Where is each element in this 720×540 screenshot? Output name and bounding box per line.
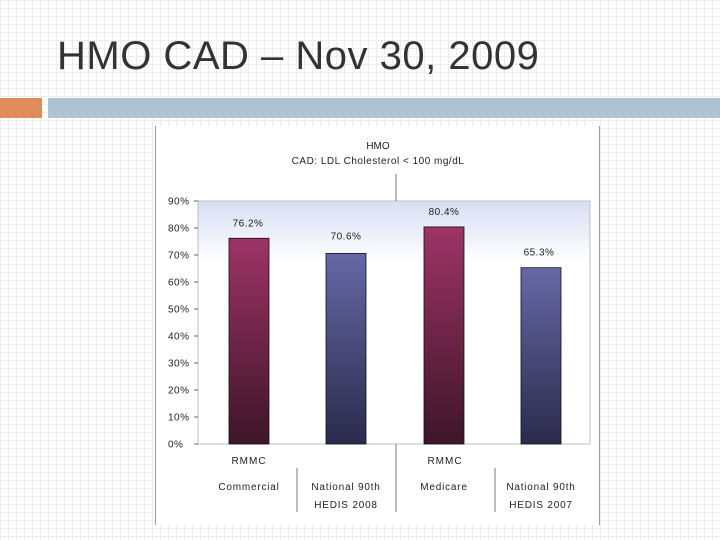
bar-1 — [228, 237, 270, 445]
group-label-1: RMMC — [231, 456, 266, 467]
category-label-2: National 90th — [311, 482, 380, 493]
y-tick-label: 20% — [168, 386, 190, 397]
category-label-4: HEDIS 2007 — [509, 500, 573, 511]
y-tick-label: 50% — [168, 305, 190, 316]
y-tick-label: 30% — [168, 359, 190, 370]
y-tick-label: 10% — [168, 413, 190, 424]
category-label-4: National 90th — [506, 482, 575, 493]
y-tick-label: 90% — [168, 197, 190, 208]
group-label-2: RMMC — [427, 456, 462, 467]
y-tick-label: 0% — [168, 440, 183, 451]
data-label-1: 76.2% — [233, 218, 264, 229]
bar-4 — [520, 267, 562, 445]
slide-title: HMO CAD – Nov 30, 2009 — [57, 34, 540, 78]
category-label-2: HEDIS 2008 — [314, 500, 378, 511]
accent-bar — [48, 98, 720, 118]
data-label-4: 65.3% — [524, 248, 555, 259]
category-label-3: Medicare — [420, 482, 468, 493]
accent-block — [0, 98, 42, 118]
chart-frame: HMO CAD: LDL Cholesterol < 100 mg/dL 0% 1… — [155, 126, 600, 525]
category-label-1: Commercial — [218, 482, 279, 493]
y-tick-label: 40% — [168, 332, 190, 343]
data-label-3: 80.4% — [429, 207, 460, 218]
y-tick-label: 70% — [168, 251, 190, 262]
y-tick-label: 80% — [168, 224, 190, 235]
chart-title-line2: CAD: LDL Cholesterol < 100 mg/dL — [292, 156, 465, 167]
chart-title-line1: HMO — [366, 141, 390, 152]
bar-2 — [325, 252, 367, 445]
data-label-2: 70.6% — [331, 231, 362, 242]
bar-3 — [423, 226, 465, 445]
y-tick-label: 60% — [168, 278, 190, 289]
bar-chart: HMO CAD: LDL Cholesterol < 100 mg/dL 0% 1… — [168, 141, 591, 512]
